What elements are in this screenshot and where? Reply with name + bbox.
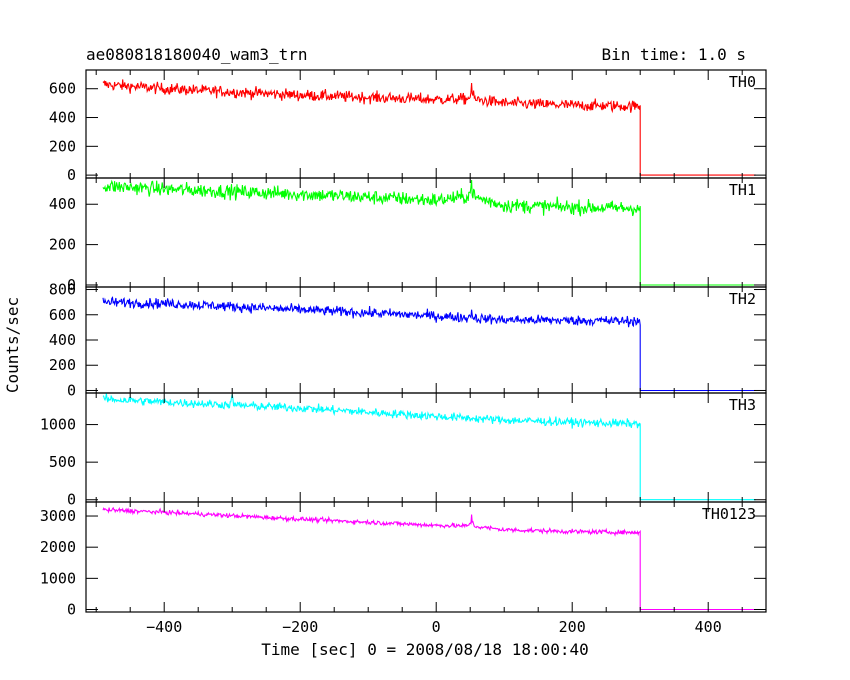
panel-th0123: 0 1000 2000 3000 TH0123 <box>40 501 767 619</box>
panel-label-th1: TH1 <box>729 181 756 199</box>
panel-frame <box>85 392 767 503</box>
panel-label-th2: TH2 <box>729 290 756 308</box>
series-line-th2 <box>102 296 756 392</box>
x-tick-label: 0 <box>432 618 441 636</box>
y-tick-label: 0 <box>67 276 76 294</box>
panel-label-th0123: TH0123 <box>702 505 756 523</box>
bin-time-label: Bin time: 1.0 s <box>602 45 747 64</box>
y-axis-label: Counts/sec <box>3 297 22 393</box>
y-tick-label: 0 <box>67 491 76 509</box>
panel-frame <box>85 177 767 288</box>
y-tick-label: 400 <box>49 109 76 127</box>
y-tick-label: 400 <box>49 331 76 349</box>
x-tick-label: 400 <box>695 618 722 636</box>
y-tick-label: 600 <box>49 306 76 324</box>
y-tick-label: 0 <box>67 166 76 184</box>
y-tick-label: 0 <box>67 381 76 399</box>
y-tick-label: 400 <box>49 195 76 213</box>
panel-th2: 0 200 400 600 800 TH2 <box>49 281 767 399</box>
panel-frame <box>85 501 767 613</box>
series-line-th0 <box>102 79 756 176</box>
panel-th3: 0 500 1000 TH3 <box>40 392 767 509</box>
y-tick-label: 200 <box>49 137 76 155</box>
panel-label-th0: TH0 <box>729 73 756 91</box>
y-tick-label: 200 <box>49 356 76 374</box>
x-tick-label: −200 <box>282 618 318 636</box>
y-tick-label: 0 <box>67 601 76 619</box>
series-line-th1 <box>102 179 756 286</box>
y-tick-label: 3000 <box>40 507 76 525</box>
panel-th1: 0 200 400 TH1 <box>49 177 767 294</box>
y-tick-label: 600 <box>49 80 76 98</box>
series-line-th3 <box>102 393 756 501</box>
y-tick-label: 1000 <box>40 416 76 434</box>
x-tick-label: −400 <box>146 618 182 636</box>
panel-th0: 0 200 400 600 TH0 <box>49 69 767 184</box>
panel-frame <box>85 286 767 394</box>
chart-title: ae080818180040_wam3_trn <box>86 45 308 64</box>
x-tick-label: 200 <box>559 618 586 636</box>
panel-label-th3: TH3 <box>729 396 756 414</box>
y-tick-label: 2000 <box>40 538 76 556</box>
series-line-th0123 <box>102 506 756 611</box>
panel-frame <box>85 69 767 179</box>
y-tick-label: 800 <box>49 281 76 299</box>
y-tick-label: 500 <box>49 453 76 471</box>
x-axis-label: Time [sec] 0 = 2008/08/18 18:00:40 <box>261 640 589 659</box>
y-tick-label: 200 <box>49 236 76 254</box>
y-tick-label: 1000 <box>40 569 76 587</box>
